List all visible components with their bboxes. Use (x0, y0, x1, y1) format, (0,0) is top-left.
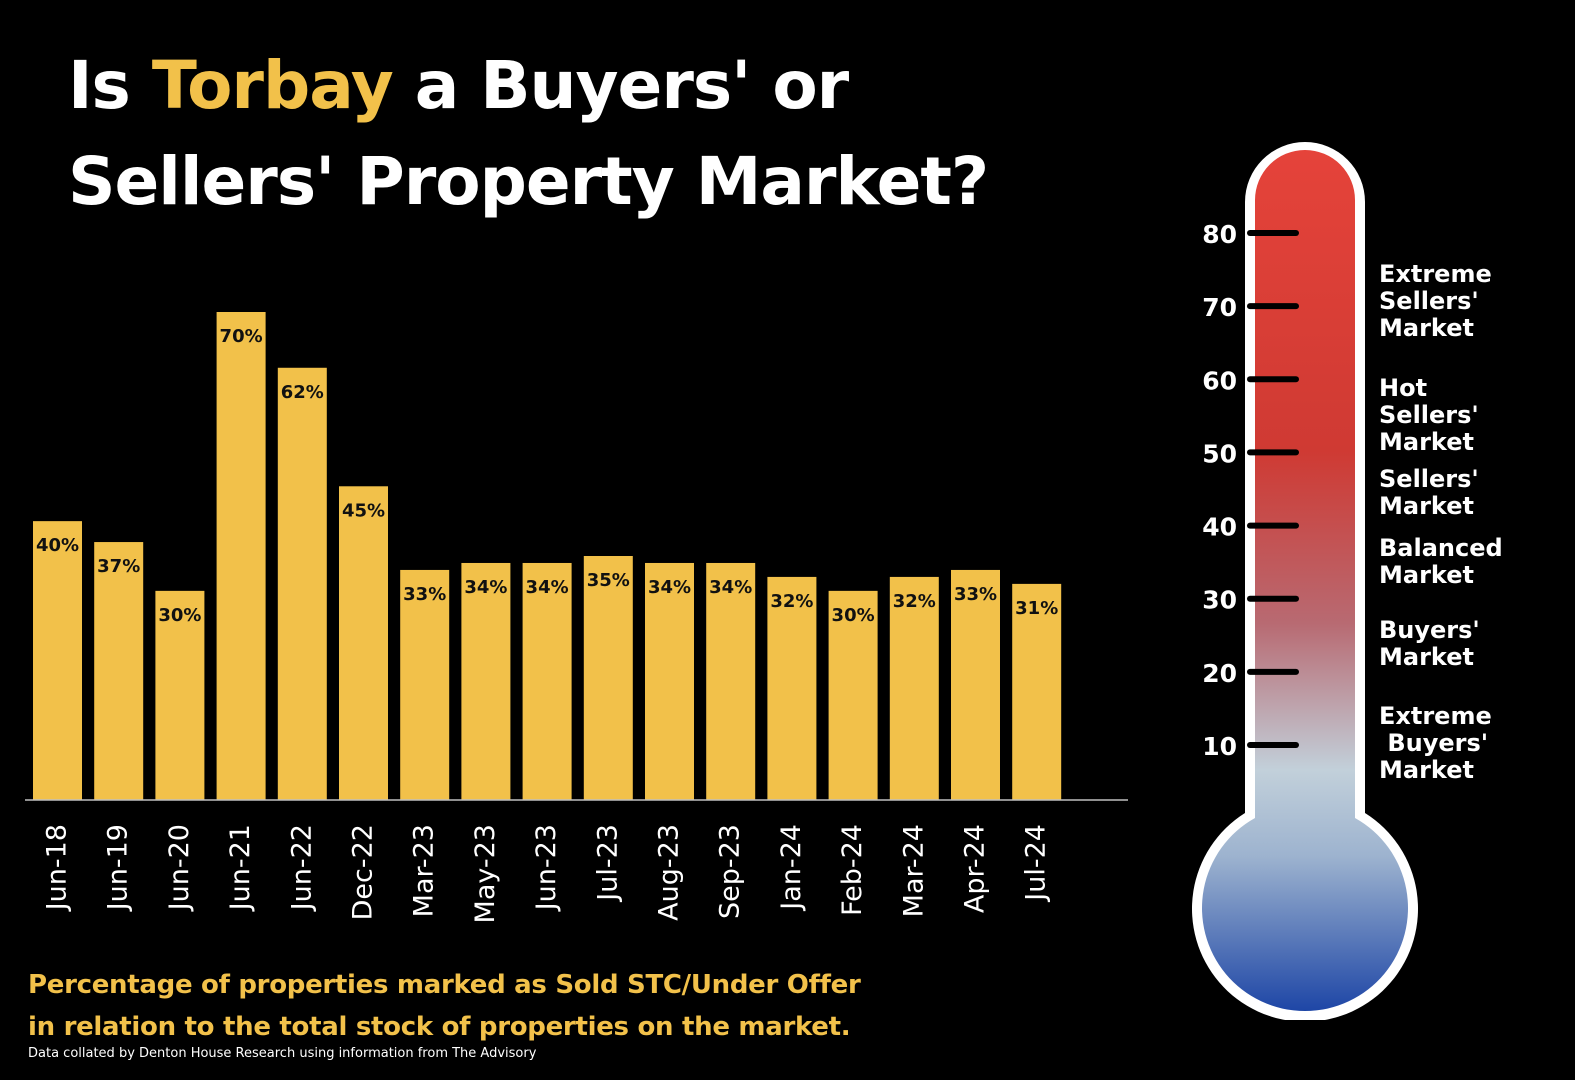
thermo-tick-label: 50 (1202, 439, 1237, 468)
zone-label: Balanced Market (1379, 534, 1503, 589)
x-tick-label: Jun-23 (531, 824, 562, 912)
data-label: 33% (954, 584, 997, 605)
data-label: 32% (770, 591, 813, 612)
bar-jun-20 (155, 590, 205, 800)
bar-mar-23 (400, 569, 450, 800)
bar-jan-24 (767, 576, 817, 800)
data-label: 34% (709, 577, 752, 598)
bar-feb-24 (828, 590, 878, 800)
data-label: 34% (648, 577, 691, 598)
title-line1-pre: Is (68, 47, 152, 124)
chart-title: Is Torbay a Buyers' or Sellers' Property… (68, 38, 989, 230)
market-thermometer: 80 70 60 50 40 30 20 10 Extreme Sellers' Market Hot… (1192, 142, 1503, 1020)
data-label: 40% (36, 535, 79, 556)
x-tick-label: Jun-19 (103, 824, 134, 912)
title-line1-post: a Buyers' or (392, 47, 850, 124)
bar-sep-23 (706, 562, 756, 800)
data-label: 35% (587, 570, 630, 591)
thermo-tick-label: 80 (1202, 220, 1237, 249)
bar-mar-24 (889, 576, 939, 800)
x-tick-label: Apr-24 (960, 824, 991, 913)
thermo-tick-label: 60 (1202, 366, 1237, 395)
title-highlight-town: Torbay (151, 47, 394, 124)
data-label: 34% (464, 577, 507, 598)
data-label: 62% (281, 382, 324, 403)
data-label: 33% (403, 584, 446, 605)
data-source-credit: Data collated by Denton House Research u… (28, 1046, 537, 1061)
zone-label: Hot Sellers' Market (1379, 374, 1479, 456)
data-label: 30% (832, 605, 875, 626)
bar-jun-23 (522, 562, 572, 800)
x-tick-label: Jul-23 (592, 824, 623, 903)
data-label: 45% (342, 500, 385, 521)
x-tick-label: Sep-23 (715, 824, 746, 919)
bar-chart: 40% Jun-18 37% Jun-19 30% Jun-20 70% Jun-21 62% J… (25, 312, 1128, 923)
x-tick-label: Jul-24 (1021, 824, 1052, 903)
zone-label: Sellers' Market (1379, 465, 1479, 520)
zone-label: Buyers' Market (1379, 616, 1480, 671)
bar-apr-24 (951, 569, 1000, 800)
zone-label: Extreme Buyers' Market (1379, 702, 1492, 784)
data-label: 34% (526, 577, 569, 598)
x-tick-label: Jun-22 (286, 824, 317, 912)
data-label: 37% (97, 556, 140, 577)
x-tick-label: Jun-18 (42, 824, 73, 912)
bar-jul-23 (583, 556, 633, 800)
x-tick-label: Mar-23 (409, 824, 440, 917)
chart-subtitle: Percentage of properties marked as Sold … (28, 964, 861, 1048)
thermo-tick-label: 30 (1202, 586, 1237, 615)
x-tick-label: Jun-21 (225, 824, 256, 912)
x-tick-label: Jan-24 (776, 824, 807, 912)
subtitle-line-1: Percentage of properties marked as Sold … (28, 970, 861, 1000)
data-label: 31% (1015, 598, 1058, 619)
thermo-tick-label: 70 (1202, 293, 1237, 322)
bar-jun-22 (277, 367, 327, 800)
subtitle-line-2: in relation to the total stock of proper… (28, 1012, 851, 1042)
bar-jul-24 (1012, 583, 1062, 800)
data-label: 70% (220, 326, 263, 347)
thermo-tick-label: 10 (1202, 732, 1237, 761)
thermo-tick-label: 20 (1202, 659, 1237, 688)
bar-dec-22 (339, 486, 388, 800)
bar-may-23 (461, 562, 511, 800)
bar-jun-21 (216, 312, 266, 800)
bar-aug-23 (645, 562, 694, 800)
thermometer-fill (1202, 150, 1408, 1012)
title-line-1: Is Torbay a Buyers' or (68, 38, 988, 134)
title-line-2: Sellers' Property Market? (68, 143, 989, 220)
data-label: 32% (893, 591, 936, 612)
data-label: 30% (158, 605, 201, 626)
x-tick-label: Jun-20 (164, 824, 195, 912)
bar-jun-18 (33, 521, 82, 800)
zone-label: Extreme Sellers' Market (1379, 260, 1492, 342)
bar-jun-19 (94, 542, 144, 800)
x-tick-label: May-23 (470, 824, 501, 923)
x-tick-label: Feb-24 (837, 824, 868, 916)
x-tick-label: Aug-23 (654, 824, 685, 921)
thermo-tick-label: 40 (1202, 513, 1237, 542)
x-tick-label: Dec-22 (348, 824, 379, 920)
x-tick-label: Mar-24 (898, 824, 929, 917)
